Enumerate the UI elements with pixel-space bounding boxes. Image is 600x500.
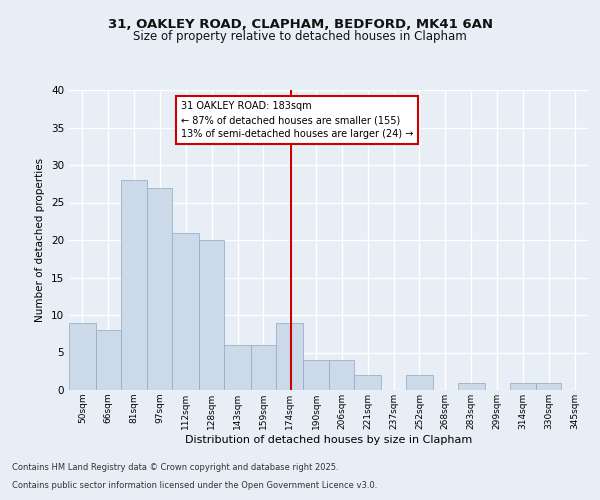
Bar (224, 345, 251, 390)
Bar (121, 180, 148, 390)
Text: 31 OAKLEY ROAD: 183sqm
← 87% of detached houses are smaller (155)
13% of semi-de: 31 OAKLEY ROAD: 183sqm ← 87% of detached… (181, 101, 413, 139)
Bar (96, 330, 121, 390)
Text: Contains public sector information licensed under the Open Government Licence v3: Contains public sector information licen… (12, 481, 377, 490)
Bar (302, 360, 329, 390)
Bar (536, 382, 561, 390)
Y-axis label: Number of detached properties: Number of detached properties (35, 158, 46, 322)
Text: Contains HM Land Registry data © Crown copyright and database right 2025.: Contains HM Land Registry data © Crown c… (12, 464, 338, 472)
Bar (69, 322, 96, 390)
Bar (148, 188, 172, 390)
Bar (458, 382, 485, 390)
Text: Size of property relative to detached houses in Clapham: Size of property relative to detached ho… (133, 30, 467, 43)
Bar (355, 375, 381, 390)
X-axis label: Distribution of detached houses by size in Clapham: Distribution of detached houses by size … (185, 434, 472, 444)
Bar (199, 240, 224, 390)
Bar (251, 345, 276, 390)
Text: 31, OAKLEY ROAD, CLAPHAM, BEDFORD, MK41 6AN: 31, OAKLEY ROAD, CLAPHAM, BEDFORD, MK41 … (107, 18, 493, 30)
Bar (172, 232, 199, 390)
Bar (406, 375, 433, 390)
Bar (329, 360, 355, 390)
Bar (276, 322, 302, 390)
Bar (509, 382, 536, 390)
